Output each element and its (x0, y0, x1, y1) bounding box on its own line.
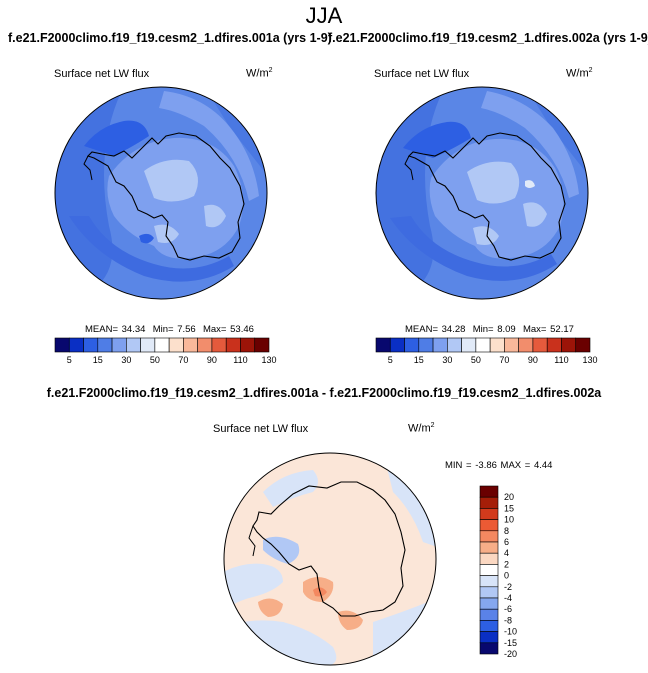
colorbar-right-swatch-5 (447, 337, 462, 353)
colorbar-right-tick-label: 50 (471, 355, 481, 365)
variable-label-left: Surface net LW flux (54, 68, 150, 80)
colorbar-difference-tick-label: -15 (504, 638, 517, 648)
colorbar-left-tick-label: 15 (93, 355, 103, 365)
colorbar-left-swatch-2 (83, 337, 99, 353)
colorbar-left-swatch-12 (225, 337, 241, 353)
colorbar-right-swatch-8 (489, 337, 505, 353)
colorbar-right-swatch-12 (546, 337, 562, 353)
colorbar-difference-tick-label: 2 (504, 559, 509, 569)
colorbar-difference-swatch-14 (479, 642, 499, 655)
colorbar-left-swatch-11 (211, 337, 227, 353)
colorbar-left-swatch-1 (68, 337, 84, 353)
colorbar-left-swatch-7 (154, 337, 170, 353)
colorbar-right-tick-label: 5 (388, 355, 393, 365)
colorbar-difference-swatch-0 (479, 485, 499, 498)
polar-map-difference (223, 452, 437, 666)
colorbar-right-swatch-4 (432, 337, 448, 353)
colorbar-right-swatch-0 (375, 337, 391, 353)
units-right: W/m2 (566, 67, 593, 80)
colorbar-left-swatch-0 (54, 337, 70, 353)
colorbar-right-swatch-9 (504, 337, 519, 353)
colorbar-left-tick-label: 30 (121, 355, 131, 365)
colorbar-difference-swatch-2 (479, 508, 499, 520)
colorbar-difference-swatch-7 (479, 564, 499, 576)
colorbar-difference-tick-label: -2 (504, 582, 512, 592)
colorbar-left-tick-label: 110 (233, 355, 247, 365)
colorbar-left-swatch-13 (240, 337, 256, 353)
colorbar-right-swatch-10 (518, 337, 534, 353)
colorbar-difference-tick-label: -10 (504, 627, 517, 637)
variable-label-diff: Surface net LW flux (213, 423, 309, 435)
colorbar-right-tick-label: 70 (499, 355, 509, 365)
colorbar-left-swatch-6 (140, 337, 156, 353)
colorbar-left-tick-label: 50 (150, 355, 160, 365)
colorbar-right-swatch-11 (532, 337, 548, 353)
colorbar-difference-tick-label: -20 (504, 649, 517, 659)
polar-map-right (375, 86, 589, 300)
colorbar-right-tick-label: 110 (554, 355, 568, 365)
colorbar-difference-swatch-5 (479, 541, 499, 554)
colorbar-left-swatch-5 (126, 337, 141, 353)
case-title-right: f.e21.F2000climo.f19_f19.cesm2_1.dfires.… (328, 31, 648, 45)
colorbar-difference-tick-label: -4 (504, 593, 512, 603)
colorbar-difference-swatch-3 (479, 519, 499, 532)
colorbar-right: 5 15 30 50 70 90 110 130 (375, 337, 598, 365)
colorbar-left-swatch-10 (197, 337, 213, 353)
units-diff: W/m2 (408, 422, 435, 435)
colorbar-difference-tick-label: 15 (504, 503, 514, 513)
colorbar-difference-swatch-8 (479, 575, 499, 588)
colorbar-difference-tick-label: -6 (504, 604, 512, 614)
colorbar-left-tick-label: 5 (67, 355, 72, 365)
colorbar-difference-swatch-10 (479, 597, 499, 610)
colorbar-difference-tick-label: 0 (504, 571, 509, 581)
colorbar-right-swatch-1 (389, 337, 405, 353)
colorbar-right-tick-label: 130 (582, 355, 597, 365)
antarctica-coastline-right (407, 132, 566, 261)
units-left: W/m2 (246, 67, 273, 80)
season-title: JJA (305, 3, 343, 28)
colorbar-right-tick-label: 90 (528, 355, 538, 365)
colorbar-difference-tick-label: -8 (504, 615, 512, 625)
colorbar-difference-tick-label: 8 (504, 526, 509, 536)
colorbar-left-tick-label: 130 (261, 355, 276, 365)
colorbar-difference-tick-label: 20 (504, 492, 514, 502)
antarctica-coastline-left (86, 132, 245, 261)
colorbar-difference-swatch-1 (479, 496, 499, 509)
antarctica-coastline-diff (252, 481, 406, 617)
colorbar-left-tick-label: 70 (178, 355, 188, 365)
colorbar-left-swatch-3 (97, 337, 113, 353)
case-title-left: f.e21.F2000climo.f19_f19.cesm2_1.dfires.… (8, 31, 332, 45)
colorbar-difference-tick-label: 10 (504, 515, 514, 525)
colorbar-right-swatch-3 (418, 337, 434, 353)
colorbar-right-swatch-2 (404, 337, 420, 353)
colorbar-left-swatch-9 (183, 337, 198, 353)
colorbar-difference-tick-label: 6 (504, 537, 509, 547)
colorbar-left-swatch-4 (111, 337, 127, 353)
colorbar-left-swatch-8 (168, 337, 184, 353)
colorbar-difference-swatch-12 (479, 620, 499, 632)
colorbar-difference-swatch-6 (479, 552, 499, 565)
colorbar-difference-swatch-13 (479, 631, 499, 644)
stats-diff: MIN = -3.86 MAX = 4.44 (445, 460, 553, 471)
colorbar-left-tick-label: 90 (207, 355, 217, 365)
variable-label-right: Surface net LW flux (374, 68, 470, 80)
difference-title: f.e21.F2000climo.f19_f19.cesm2_1.dfires.… (46, 386, 602, 400)
colorbar-right-tick-label: 30 (442, 355, 452, 365)
colorbar-difference-swatch-4 (479, 530, 499, 543)
colorbar-right-tick-label: 15 (414, 355, 424, 365)
colorbar-right-swatch-13 (561, 337, 577, 353)
colorbar-difference-swatch-11 (479, 608, 499, 621)
colorbar-left: 5 15 30 50 70 90 110 130 (54, 337, 277, 365)
colorbar-right-swatch-14 (575, 337, 591, 353)
colorbar-right-swatch-7 (475, 337, 491, 353)
colorbar-left-swatch-14 (254, 337, 270, 353)
colorbar-difference-swatch-9 (479, 586, 499, 599)
polar-map-left (54, 86, 268, 300)
colorbar-right-swatch-6 (461, 337, 477, 353)
stats-right: MEAN= 34.28 Min= 8.09 Max= 52.17 (405, 324, 574, 335)
colorbar-difference-tick-label: 4 (504, 548, 509, 558)
stats-left: MEAN= 34.34 Min= 7.56 Max= 53.46 (85, 324, 254, 335)
